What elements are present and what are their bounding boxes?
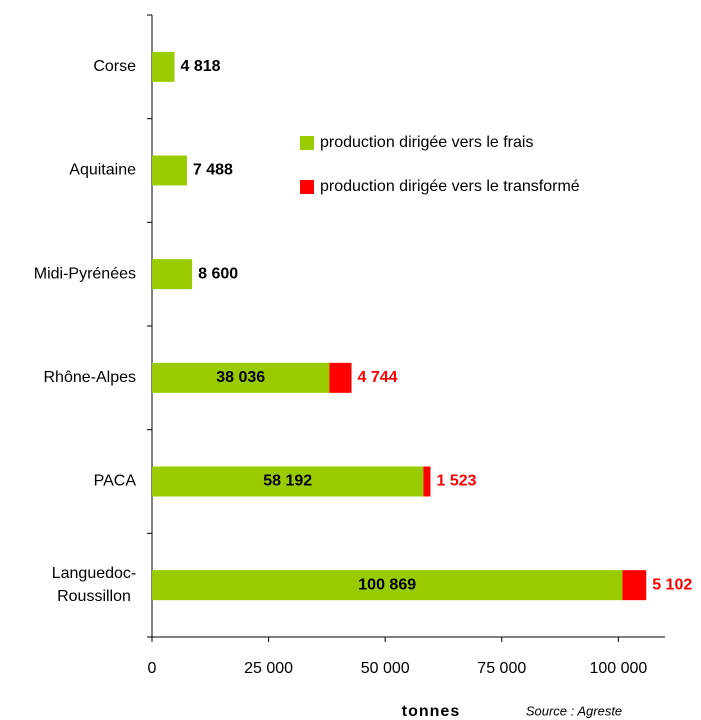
bar-segment [152, 466, 424, 497]
y-tick-label: Corse [93, 58, 136, 75]
source-note: Source : Agreste [526, 703, 622, 718]
value-label: 4 744 [358, 369, 398, 386]
value-label: 100 869 [358, 576, 416, 593]
bar-segment [152, 570, 623, 601]
legend-swatch [300, 136, 314, 150]
x-tick-label: 75 000 [477, 660, 526, 677]
x-tick-label: 0 [148, 660, 157, 677]
y-tick-label: PACA [94, 473, 137, 490]
y-tick-label: Languedoc-Roussillon [52, 565, 137, 605]
legend-swatch [300, 180, 314, 194]
bar-segment [622, 570, 647, 601]
value-label: 38 036 [216, 369, 265, 386]
x-tick-label: 100 000 [589, 660, 647, 677]
legend-label: production dirigée vers le frais [320, 134, 533, 151]
y-tick-label: Midi-Pyrénées [34, 265, 136, 282]
legend-label: production dirigée vers le transformé [320, 178, 580, 195]
bar-segment [329, 362, 352, 393]
y-tick-label: Aquitaine [69, 162, 136, 179]
value-label: 7 488 [193, 162, 233, 179]
value-label: 58 192 [263, 473, 312, 490]
x-tick-label: 25 000 [244, 660, 293, 677]
value-label: 5 102 [652, 576, 692, 593]
bar-segment [152, 362, 330, 393]
bar-segment [152, 259, 193, 290]
x-tick-label: 50 000 [361, 660, 410, 677]
value-label: 8 600 [198, 265, 238, 282]
x-axis-title: tonnes [402, 703, 460, 720]
bar-segment [152, 155, 187, 186]
y-tick-label: Rhône-Alpes [44, 369, 137, 386]
value-label: 1 523 [436, 473, 476, 490]
bar-segment [423, 466, 431, 497]
bar-segment [152, 51, 175, 82]
value-label: 4 818 [180, 58, 220, 75]
